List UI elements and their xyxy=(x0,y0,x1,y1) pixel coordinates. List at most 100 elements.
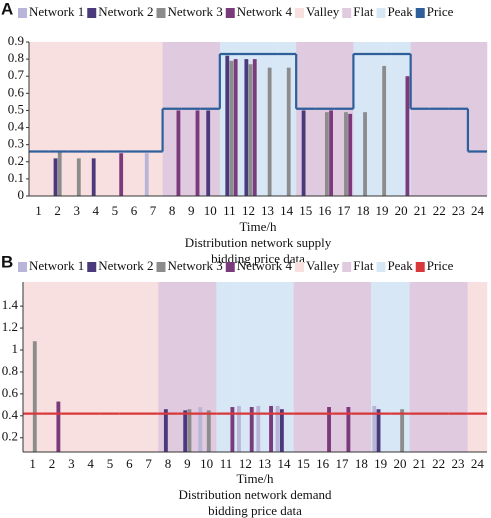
y-tick-label: 0.8 xyxy=(2,363,18,378)
x-tick-label: 6 xyxy=(126,456,133,471)
period-band xyxy=(409,282,430,452)
caption: bidding price data xyxy=(208,503,302,518)
legend-label: Peak xyxy=(387,258,413,273)
legend-swatch xyxy=(225,262,235,272)
bar xyxy=(198,407,203,452)
y-tick-label: 0.4 xyxy=(8,119,25,134)
x-axis-label: Time/h xyxy=(236,471,274,486)
period-band xyxy=(124,42,144,196)
x-tick-label: 12 xyxy=(239,456,252,471)
x-tick-label: 9 xyxy=(188,203,195,218)
x-tick-label: 17 xyxy=(337,203,351,218)
period-band xyxy=(81,282,101,452)
legend-label: Valley xyxy=(306,258,340,273)
bar xyxy=(248,64,253,196)
legend-swatch xyxy=(156,8,166,18)
period-band xyxy=(429,42,450,196)
period-band xyxy=(351,282,372,452)
y-tick-label: 0 xyxy=(18,187,25,202)
bar xyxy=(252,59,257,196)
bar xyxy=(163,409,168,452)
legend-label: Price xyxy=(427,4,454,19)
period-band xyxy=(467,282,488,452)
legend-swatch xyxy=(415,8,425,18)
x-tick-label: 19 xyxy=(374,456,387,471)
period-band xyxy=(258,42,278,196)
x-tick-label: 21 xyxy=(413,456,426,471)
x-tick-label: 13 xyxy=(258,456,271,471)
legend-label: Network 2 xyxy=(98,4,153,19)
y-tick-label: 0.5 xyxy=(8,101,24,116)
x-tick-label: 10 xyxy=(204,203,217,218)
x-tick-label: 8 xyxy=(165,456,172,471)
x-tick-label: 20 xyxy=(394,456,407,471)
x-tick-label: 9 xyxy=(184,456,191,471)
legend-label: Network 4 xyxy=(237,258,293,273)
period-band xyxy=(467,42,488,196)
period-band xyxy=(200,42,221,196)
bar xyxy=(183,410,188,452)
y-tick-label: 0.4 xyxy=(2,407,19,422)
x-tick-label: 7 xyxy=(145,456,152,471)
period-band xyxy=(372,42,392,196)
y-tick-label: 1.4 xyxy=(2,297,19,312)
bar xyxy=(57,151,62,196)
bar xyxy=(301,110,306,196)
period-band xyxy=(61,282,82,452)
x-tick-label: 18 xyxy=(356,203,369,218)
period-band xyxy=(390,282,410,452)
y-tick-label: 0.8 xyxy=(8,50,24,65)
period-band xyxy=(410,42,431,196)
x-tick-label: 24 xyxy=(471,456,485,471)
x-tick-label: 5 xyxy=(112,203,119,218)
legend-swatch xyxy=(18,262,27,272)
legend-swatch xyxy=(342,262,352,272)
y-tick-label: 0.1 xyxy=(8,170,24,185)
bar xyxy=(275,405,280,452)
legend-swatch xyxy=(156,262,166,272)
legend-label: Network 1 xyxy=(29,258,84,273)
x-tick-label: 18 xyxy=(355,456,368,471)
x-tick-label: 23 xyxy=(452,203,465,218)
bar xyxy=(324,112,329,196)
legend-label: Network 4 xyxy=(237,4,293,19)
x-tick-label: 14 xyxy=(278,456,292,471)
x-tick-label: 4 xyxy=(87,456,94,471)
period-band xyxy=(177,282,198,452)
legend-label: Network 3 xyxy=(168,258,223,273)
x-tick-label: 6 xyxy=(131,203,138,218)
bar xyxy=(32,341,37,452)
y-tick-label: 0.2 xyxy=(2,429,18,444)
x-tick-label: 1 xyxy=(35,203,42,218)
legend-label: Network 3 xyxy=(168,4,223,19)
bar xyxy=(346,407,351,452)
period-band xyxy=(277,42,297,196)
period-band xyxy=(23,282,43,452)
x-tick-label: 11 xyxy=(220,456,233,471)
period-band xyxy=(29,42,49,196)
legend-swatch xyxy=(376,8,386,18)
legend-swatch xyxy=(295,8,304,18)
x-tick-label: 14 xyxy=(280,203,294,218)
bar xyxy=(405,76,410,196)
legend-swatch xyxy=(415,262,425,272)
x-tick-label: 20 xyxy=(395,203,408,218)
bar xyxy=(119,153,124,196)
period-band xyxy=(296,42,316,196)
legend-label: Network 1 xyxy=(29,4,84,19)
y-tick-label: 0.9 xyxy=(8,33,24,48)
bar xyxy=(206,410,211,452)
legend-swatch xyxy=(87,8,97,18)
x-tick-label: 8 xyxy=(169,203,176,218)
period-band xyxy=(48,42,68,196)
bar xyxy=(225,55,230,196)
x-tick-label: 2 xyxy=(54,203,61,218)
x-tick-label: 4 xyxy=(93,203,100,218)
x-tick-label: 11 xyxy=(223,203,236,218)
x-tick-label: 23 xyxy=(452,456,465,471)
legend-label: Price xyxy=(427,258,454,273)
x-tick-label: 3 xyxy=(73,203,80,218)
bar xyxy=(372,405,377,452)
x-tick-label: 1 xyxy=(29,456,36,471)
